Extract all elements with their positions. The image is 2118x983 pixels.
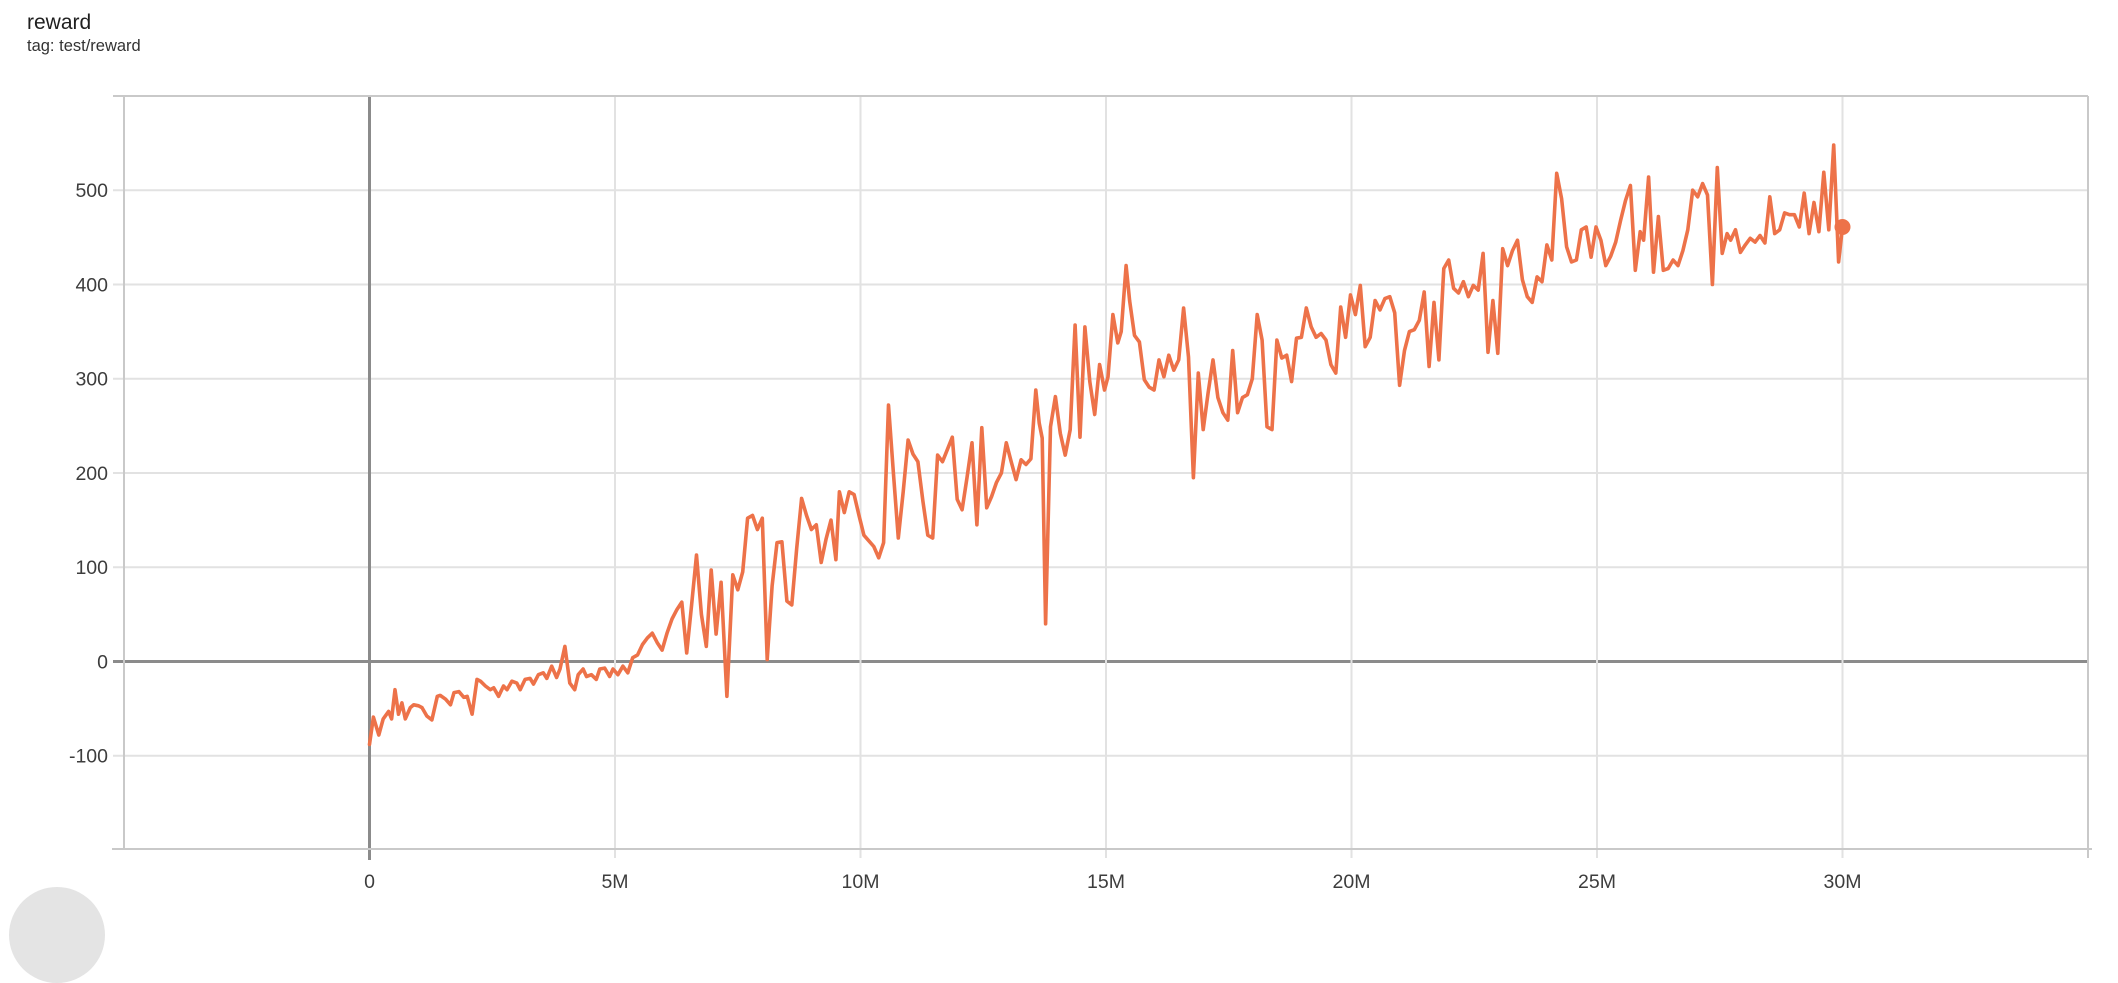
horizontal-gridlines [113,189,2088,757]
scalar-chart[interactable]: -100 0 100 200 300 400 500 0 5M 10M 15M 20M 25M 30M [0,0,2118,904]
x-tick-label: 10M [842,871,880,893]
card-header: reward tag: test/reward [27,10,141,57]
y-tick-label: 100 [75,557,108,579]
reward-series-line [367,143,1845,747]
y-tick-label: 400 [75,274,108,296]
final-point-marker [1834,218,1851,235]
y-tick-label: 0 [97,651,108,673]
y-tick-label: 300 [75,369,108,391]
x-tick-label: 30M [1824,871,1862,893]
corner-partial-circle-decoration [9,887,105,983]
x-tick-label: 0 [364,871,375,893]
plot-borders [112,95,2092,858]
y-tick-label: -100 [69,746,108,768]
x-tick-label: 15M [1087,871,1125,893]
x-tick-label: 20M [1333,871,1371,893]
chart-tag-subtitle: tag: test/reward [27,37,141,55]
x-tick-label: 5M [601,871,628,893]
x-axis-tick-labels: 0 5M 10M 15M 20M 25M 30M [364,871,1861,893]
y-axis-tick-labels: -100 0 100 200 300 400 500 [69,180,108,767]
x-tick-label: 25M [1578,871,1616,893]
y-tick-label: 500 [75,180,108,202]
y-tick-label: 200 [75,463,108,485]
chart-title: reward [27,11,92,34]
